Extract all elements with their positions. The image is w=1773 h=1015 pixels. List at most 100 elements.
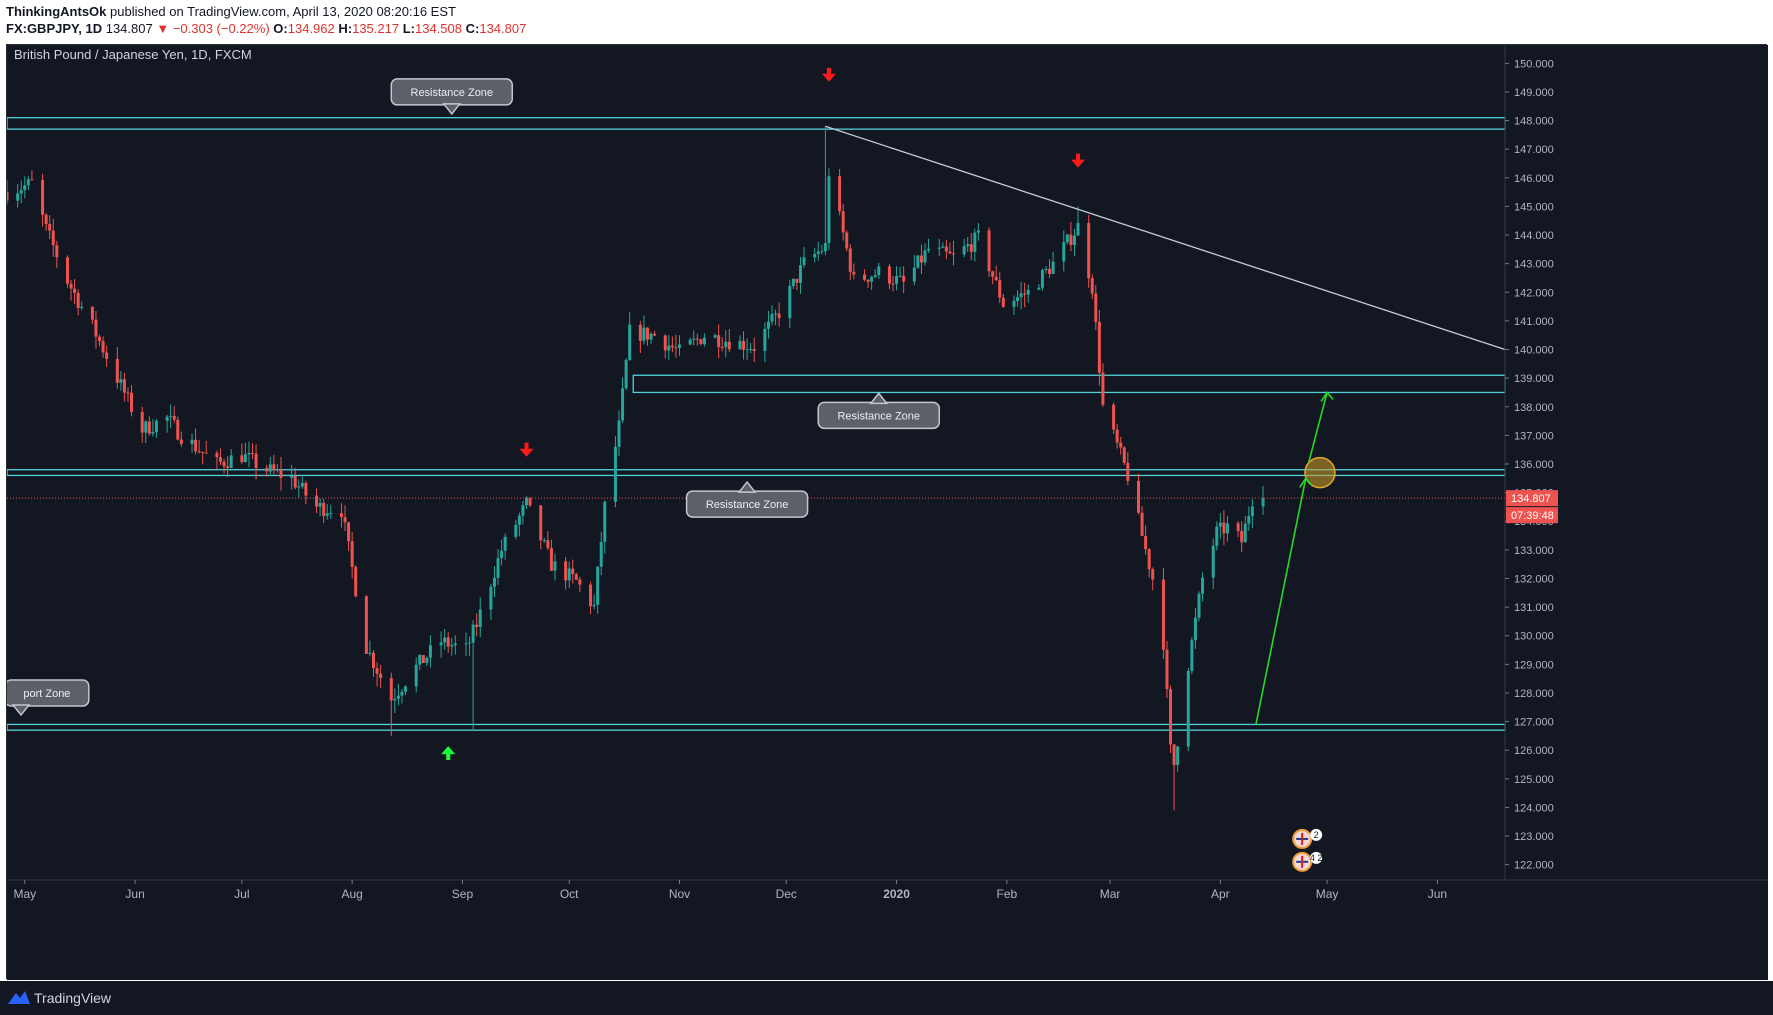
countdown-tag-label: 07:39:48: [1511, 510, 1554, 522]
candle-body: [204, 452, 208, 454]
candle-body: [645, 327, 649, 340]
candle-body: [265, 467, 269, 472]
candle-body: [870, 276, 874, 282]
price-tick-label: 142.000: [1514, 287, 1554, 299]
target-circle: [1304, 456, 1336, 489]
candle-body: [1048, 268, 1052, 274]
candle-body: [927, 248, 931, 251]
candle-body: [421, 655, 425, 664]
candle-body: [574, 574, 578, 580]
candle-body: [902, 275, 906, 282]
candle-body: [1112, 404, 1116, 430]
candle-body: [1193, 617, 1197, 641]
economic-event-icon: 4 2: [1292, 851, 1323, 872]
candle-body: [1062, 242, 1066, 262]
candle-body: [315, 495, 319, 507]
candle-body: [425, 657, 429, 664]
candle-body: [300, 482, 304, 487]
candle-body: [254, 453, 258, 468]
candle-body: [154, 420, 158, 432]
zone-label: Resistance Zone: [685, 480, 809, 518]
candle-body: [215, 453, 219, 458]
candle-body: [1215, 526, 1219, 546]
candle-body: [549, 547, 553, 571]
candle-body: [126, 392, 130, 394]
candle-body: [368, 652, 372, 654]
candle-body: [1094, 293, 1098, 322]
candle-body: [1176, 746, 1180, 766]
candle-body: [838, 176, 842, 212]
candle-body: [144, 421, 148, 433]
candle-body: [820, 251, 824, 253]
chart-title: British Pound / Japanese Yen, 1D, FXCM: [14, 47, 252, 62]
candle-body: [919, 255, 923, 263]
publish-header: ThinkingAntsOk published on TradingView.…: [0, 0, 1773, 40]
footer-bar: TradingView: [0, 981, 1773, 1015]
candle-body: [218, 457, 222, 462]
tradingview-logo-icon[interactable]: [8, 990, 30, 1007]
candle-body: [1218, 522, 1222, 527]
candle-body: [101, 341, 105, 353]
economic-event-icon: 2: [1292, 828, 1323, 849]
candle-body: [528, 497, 532, 506]
candle-body: [275, 469, 279, 471]
candle-body: [628, 324, 632, 361]
candle-body: [702, 337, 706, 345]
candle-body: [571, 568, 575, 575]
candle-body: [151, 431, 155, 434]
candle-body: [923, 250, 927, 263]
candle-body: [1026, 289, 1030, 295]
event-badge: 2: [1314, 830, 1319, 840]
event-badge: 4 2: [1310, 853, 1323, 863]
author-name[interactable]: ThinkingAntsOk: [6, 4, 107, 19]
candle-body: [222, 461, 226, 467]
candle-body: [1051, 261, 1055, 274]
candle-body: [891, 283, 895, 285]
candle-body: [898, 275, 902, 277]
candle-body: [951, 253, 955, 255]
candle-body: [670, 345, 674, 348]
candle-body: [73, 288, 77, 293]
candle-body: [379, 673, 383, 678]
time-tick-label: Dec: [776, 887, 797, 901]
candle-body: [973, 232, 977, 252]
candle-body: [1151, 569, 1155, 580]
chart-frame[interactable]: British Pound / Japanese Yen, 1D, FXCM Re…: [6, 44, 1768, 980]
candle-body: [147, 421, 151, 434]
candle-body: [1122, 447, 1126, 463]
close-value: 134.807: [479, 21, 527, 36]
candle-body: [1144, 535, 1148, 550]
candle-body: [738, 340, 742, 350]
price-chart[interactable]: British Pound / Japanese Yen, 1D, FXCM Re…: [7, 45, 1768, 980]
candle-body: [1076, 222, 1080, 236]
candle-body: [290, 476, 294, 478]
candle-body: [624, 360, 628, 389]
candle-body: [1065, 234, 1069, 243]
zone-label-text: Resistance Zone: [706, 499, 789, 511]
candle-body: [98, 336, 102, 342]
candle-body: [1169, 689, 1173, 745]
candle-body: [229, 455, 233, 469]
candle-body: [468, 642, 472, 644]
candle-body: [90, 306, 94, 320]
candle-body: [450, 645, 454, 647]
candle-body: [774, 313, 778, 315]
candle-body: [268, 464, 272, 472]
zone-label: Resistance Zone: [817, 392, 941, 430]
candle-body: [621, 388, 625, 421]
candle-body: [1012, 301, 1016, 307]
candle-body: [414, 664, 418, 687]
candle-body: [375, 668, 379, 674]
candle-body: [613, 446, 617, 502]
brand-name[interactable]: TradingView: [34, 990, 112, 1006]
candle-body: [517, 515, 521, 525]
candle-body: [766, 321, 770, 329]
current-price-tag: [1506, 490, 1558, 507]
price-tick-label: 130.000: [1514, 631, 1554, 643]
candle-body: [877, 266, 881, 276]
candle-body: [742, 340, 746, 350]
candle-body: [80, 306, 84, 309]
candle-body: [475, 624, 479, 627]
candle-body: [201, 451, 205, 453]
candle-body: [1087, 222, 1091, 279]
